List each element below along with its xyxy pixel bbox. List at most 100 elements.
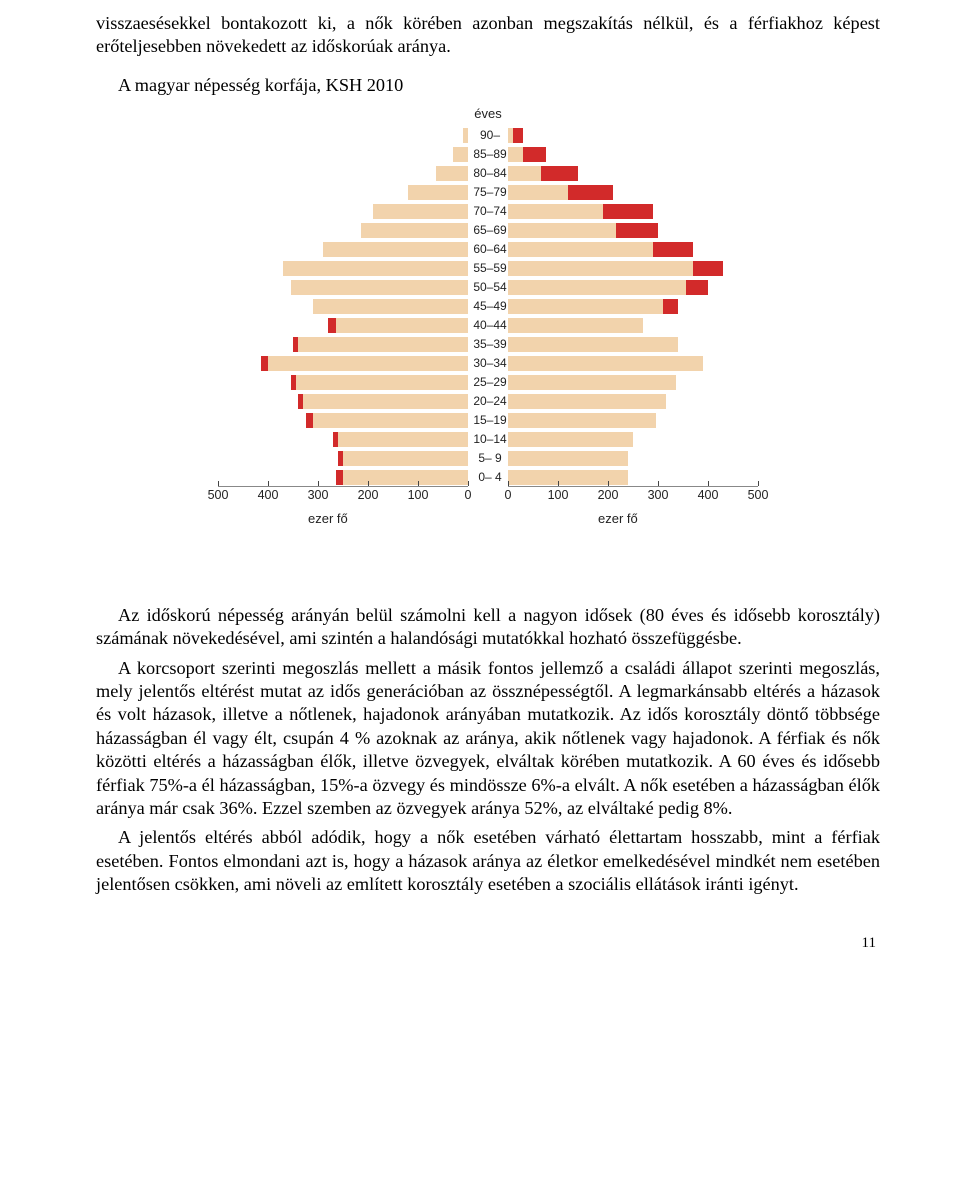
- bar-base: [343, 470, 468, 485]
- x-tick: [658, 481, 659, 486]
- pyramid-row-left: [218, 126, 468, 144]
- pyramid-row-right: [508, 411, 758, 429]
- bar-base: [508, 356, 703, 371]
- bar-base: [508, 166, 541, 181]
- x-tick: [218, 481, 219, 486]
- pyramid-row-right: [508, 240, 758, 258]
- x-tick-label: 0: [505, 488, 512, 502]
- bar-base: [508, 299, 663, 314]
- x-axis-left: 5004003002001000: [218, 488, 468, 506]
- age-label: 90–: [468, 128, 512, 142]
- pyramid-row-right: [508, 297, 758, 315]
- bar-base: [508, 280, 686, 295]
- bar-surplus: [333, 432, 338, 447]
- age-label: 80–84: [468, 166, 512, 180]
- bar-surplus: [686, 280, 709, 295]
- x-tick-label: 200: [598, 488, 619, 502]
- x-tick-label: 400: [698, 488, 719, 502]
- bar-surplus: [298, 394, 303, 409]
- pyramid-row-right: [508, 202, 758, 220]
- pyramid-row-right: [508, 221, 758, 239]
- chart-top-label: éves: [178, 106, 798, 121]
- bar-base: [303, 394, 468, 409]
- bar-base: [508, 394, 666, 409]
- bar-base: [298, 337, 468, 352]
- x-tick: [418, 481, 419, 486]
- figure-caption: A magyar népesség korfája, KSH 2010: [96, 75, 880, 96]
- age-label: 60–64: [468, 242, 512, 256]
- bar-base: [373, 204, 468, 219]
- bar-surplus: [513, 128, 523, 143]
- x-tick: [268, 481, 269, 486]
- age-label: 25–29: [468, 375, 512, 389]
- age-label: 45–49: [468, 299, 512, 313]
- age-label: 65–69: [468, 223, 512, 237]
- pyramid-row-left: [218, 335, 468, 353]
- bar-surplus: [523, 147, 546, 162]
- x-tick: [708, 481, 709, 486]
- pyramid-row-right: [508, 164, 758, 182]
- pyramid-row-left: [218, 297, 468, 315]
- body-paragraph-3: A jelentős eltérés abból adódik, hogy a …: [96, 826, 880, 896]
- x-axis-right: 5004003002001000: [508, 488, 758, 506]
- pyramid-row-left: [218, 354, 468, 372]
- bar-base: [508, 204, 603, 219]
- bar-base: [268, 356, 468, 371]
- pyramid-row-left: [218, 259, 468, 277]
- x-tick-label: 500: [208, 488, 229, 502]
- bar-surplus: [293, 337, 298, 352]
- age-label: 20–24: [468, 394, 512, 408]
- age-label: 10–14: [468, 432, 512, 446]
- age-label: 75–79: [468, 185, 512, 199]
- bar-surplus: [693, 261, 723, 276]
- bar-base: [296, 375, 469, 390]
- x-tick: [558, 481, 559, 486]
- bar-surplus: [663, 299, 678, 314]
- bar-base: [453, 147, 468, 162]
- intro-paragraph: visszaesésekkel bontakozott ki, a nők kö…: [96, 12, 880, 59]
- pyramid-row-right: [508, 449, 758, 467]
- bar-surplus: [328, 318, 336, 333]
- bar-base: [508, 223, 616, 238]
- pyramid-row-left: [218, 278, 468, 296]
- x-tick: [368, 481, 369, 486]
- age-label: 5– 9: [468, 451, 512, 465]
- pyramid-row-left: [218, 164, 468, 182]
- bar-base: [508, 337, 678, 352]
- bar-base: [336, 318, 469, 333]
- bar-base: [508, 318, 643, 333]
- pyramid-row-left: [218, 373, 468, 391]
- pyramid-row-right: [508, 259, 758, 277]
- x-tick-label: 100: [408, 488, 429, 502]
- bar-base: [508, 470, 628, 485]
- x-tick-label: 0: [465, 488, 472, 502]
- bar-base: [343, 451, 468, 466]
- bar-surplus: [306, 413, 314, 428]
- pyramid-row-left: [218, 430, 468, 448]
- age-label: 35–39: [468, 337, 512, 351]
- axis-line: [508, 486, 758, 487]
- pyramid-row-left: [218, 316, 468, 334]
- x-axis-label-left: ezer fő: [308, 511, 348, 526]
- bar-base: [436, 166, 469, 181]
- bar-base: [313, 299, 468, 314]
- bar-base: [508, 451, 628, 466]
- x-tick: [508, 481, 509, 486]
- pyramid-row-left: [218, 145, 468, 163]
- bar-surplus: [541, 166, 579, 181]
- bar-base: [508, 185, 568, 200]
- x-tick-label: 400: [258, 488, 279, 502]
- pyramid-right-half: [508, 126, 758, 487]
- bar-surplus: [603, 204, 653, 219]
- age-label: 30–34: [468, 356, 512, 370]
- x-tick-label: 300: [308, 488, 329, 502]
- bar-surplus: [291, 375, 296, 390]
- x-tick-label: 100: [548, 488, 569, 502]
- bar-base: [508, 375, 676, 390]
- bar-base: [408, 185, 468, 200]
- age-label: 55–59: [468, 261, 512, 275]
- x-axis-label-right: ezer fő: [598, 511, 638, 526]
- bar-base: [361, 223, 469, 238]
- pyramid-row-left: [218, 202, 468, 220]
- bar-base: [283, 261, 468, 276]
